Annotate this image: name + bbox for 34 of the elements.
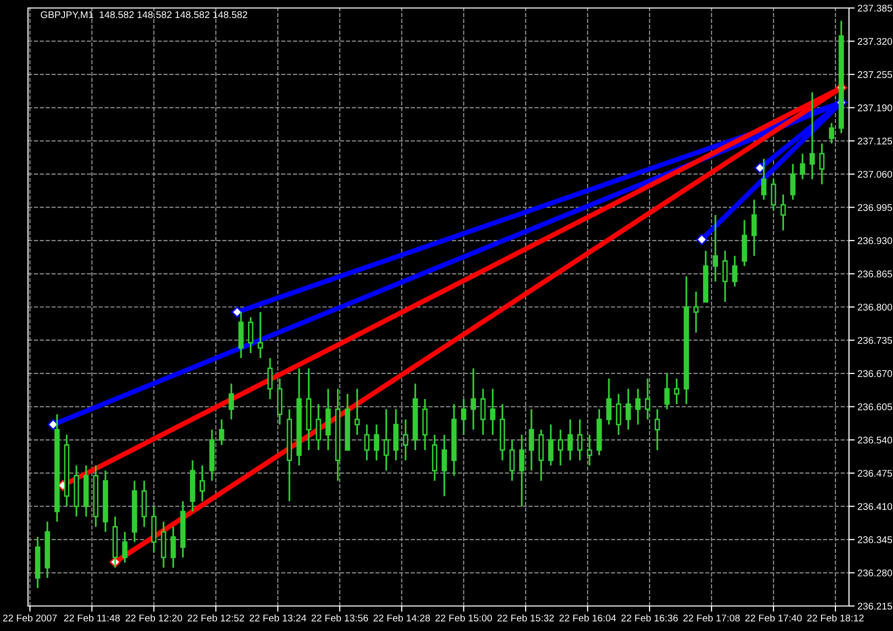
- y-tick-label: 236.280: [858, 570, 892, 576]
- y-tick-label: 236.410: [858, 503, 892, 510]
- y-tick-label: 237.190: [858, 104, 892, 112]
- y-tick-label: 236.475: [858, 470, 892, 477]
- x-tick-label: 22 Feb 18:12: [807, 614, 864, 622]
- y-tick-label: 236.800: [858, 304, 892, 311]
- x-tick-label: 22 Feb 17:40: [745, 614, 802, 622]
- y-tick-label: 237.385: [858, 4, 892, 12]
- y-tick-label: 236.995: [858, 204, 892, 211]
- x-tick-label: 22 Feb 13:56: [312, 614, 368, 622]
- y-tick-label: 236.540: [858, 436, 892, 444]
- y-tick-label: 236.670: [858, 370, 892, 378]
- y-tick-label: 236.865: [858, 270, 892, 278]
- x-tick-label: 22 Feb 12:20: [126, 614, 182, 622]
- x-tick-label: 22 Feb 15:00: [436, 614, 492, 622]
- y-tick-label: 237.060: [858, 170, 892, 178]
- x-tick-label: 22 Feb 2007: [3, 614, 57, 622]
- y-tick-label: 237.320: [858, 38, 892, 45]
- x-tick-label: 22 Feb 17:08: [683, 614, 740, 622]
- x-tick-label: 22 Feb 16:36: [621, 614, 678, 622]
- y-tick-label: 236.735: [858, 336, 892, 344]
- x-tick-label: 22 Feb 16:04: [559, 614, 616, 622]
- y-tick-label: 236.345: [858, 536, 892, 544]
- x-tick-label: 22 Feb 15:32: [497, 614, 554, 622]
- y-tick-label: 236.605: [858, 403, 892, 410]
- x-tick-label: 22 Feb 13:24: [250, 614, 306, 622]
- y-tick-label: 237.125: [858, 138, 892, 145]
- y-tick-label: 237.255: [858, 71, 892, 78]
- x-tick-label: 22 Feb 11:48: [64, 614, 120, 622]
- x-tick-label: 22 Feb 12:52: [188, 614, 244, 622]
- y-tick-label: 236.215: [858, 602, 892, 610]
- y-tick-label: 236.930: [858, 237, 892, 244]
- x-tick-label: 22 Feb 14:28: [374, 614, 430, 622]
- chart-title: GBPJPY,M1 148.582 148.582 148.582 148.582: [40, 11, 248, 20]
